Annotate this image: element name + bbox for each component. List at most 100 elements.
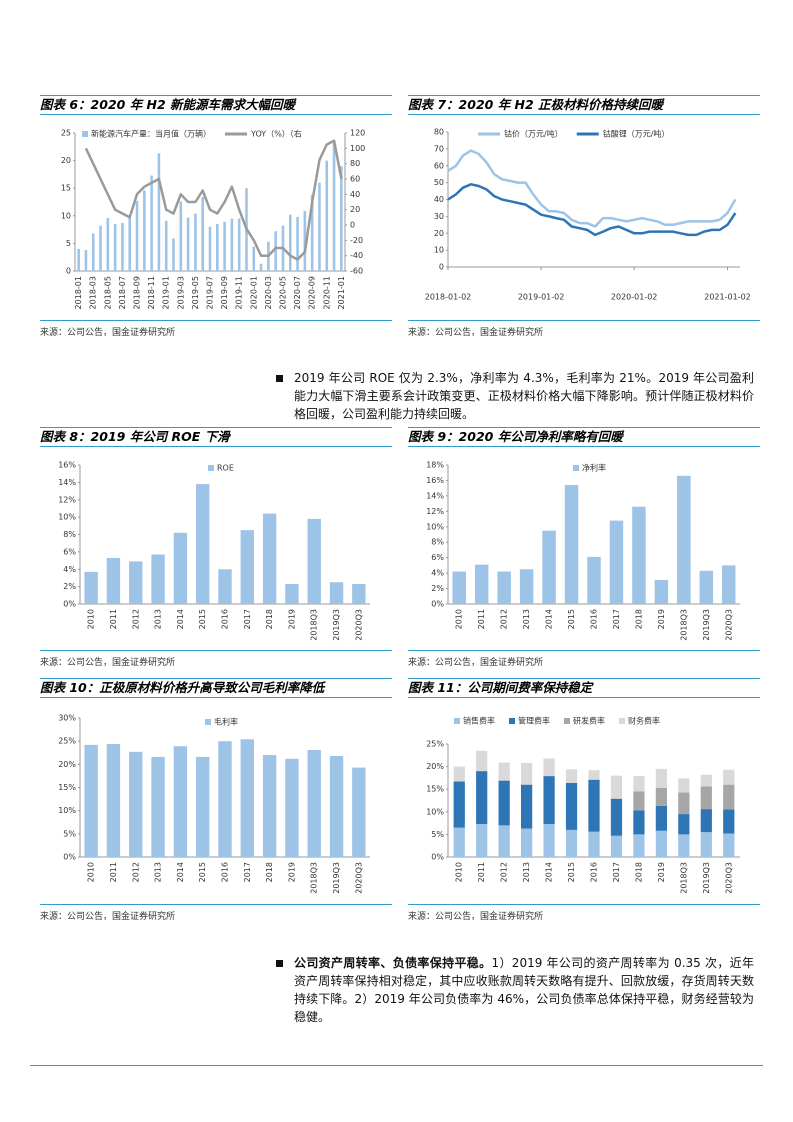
source-note: 来源：公司公告，国金证券研究所 (40, 904, 392, 922)
chart: 0 10 20 30 40 50 60 70 80 2018-01-02 2019-01-02 202… (425, 128, 751, 302)
bar (223, 221, 226, 271)
bar (151, 554, 165, 604)
x-tick-label: 2019 (287, 862, 296, 882)
bar-segment (655, 805, 667, 831)
y-tick-label: 0% (63, 853, 76, 862)
bar (106, 218, 110, 271)
x-tick-label: 2018-09 (133, 276, 142, 309)
bar (340, 166, 343, 271)
figure-title: 图表 10：正极原材料价格升高导致公司毛利率降低 (40, 678, 392, 698)
paragraph-text: 1）2019 年公司的资产周转率为 0.35 次，近年资产周转率保持相对稳定，其… (294, 956, 754, 1024)
legend-label: YOY（%）（右 (250, 129, 302, 139)
bar (135, 200, 139, 271)
bar (519, 569, 534, 604)
bar (84, 744, 98, 857)
bar (186, 217, 190, 271)
y-tick-label: 2% (431, 584, 444, 593)
legend-swatch (573, 465, 579, 471)
bar (218, 741, 232, 857)
legend-swatch (205, 719, 211, 725)
legend-label: 净利率 (582, 463, 606, 473)
legend-label: 销售费率 (463, 716, 495, 726)
bar (288, 214, 292, 271)
x-tick-label: 2012 (131, 862, 140, 882)
x-tick-label: 2020-11 (322, 276, 331, 309)
x-tick-label: 2018Q3 (679, 862, 688, 894)
y-tick-label: 25 (61, 129, 71, 138)
bar-segment (723, 833, 735, 857)
x-tick-label: 2014 (176, 609, 185, 629)
bar-segment (610, 835, 623, 857)
y-tick-label: 0 (439, 263, 444, 272)
x-tick-label: 2019-01 (162, 276, 171, 309)
bar (143, 190, 146, 271)
bar (285, 584, 299, 604)
source-note: 来源：公司公告，国金证券研究所 (408, 650, 760, 668)
legend-swatch (208, 465, 214, 471)
y-tick-label: 40 (434, 195, 444, 204)
line (447, 149, 737, 228)
x-tick-label: 2018-01-02 (425, 293, 472, 302)
bar (497, 571, 511, 604)
figure-title: 图表 9：2020 年公司净利率略有回暖 (408, 427, 760, 447)
bullet (276, 375, 283, 382)
x-tick-label: 2019-05 (191, 276, 200, 309)
chart: 0% 2% 4% 6% 8% 10% 12% 14% 16% 18% 2010 2011 2012 201… (426, 461, 740, 641)
chart: 0% 5% 10% 15% 20% 25% 2010 2011 2012 2013 2014 2015… (426, 716, 740, 894)
y-tick-label: 120 (350, 129, 365, 138)
bar-segment (678, 814, 690, 835)
bar (296, 216, 299, 271)
x-tick-label: 2010 (87, 609, 96, 629)
figure-title: 图表 7：2020 年 H2 正极材料价格持续回暖 (408, 95, 760, 115)
x-tick-label: 2019-03 (176, 276, 185, 309)
bar (106, 557, 121, 604)
x-tick-label: 2019-09 (220, 276, 229, 309)
legend-swatch (509, 718, 515, 724)
y-tick-label: 0% (63, 600, 76, 609)
bar-segment (700, 786, 712, 810)
x-tick-label: 2016 (221, 609, 230, 629)
x-tick-label: 2012 (131, 609, 140, 629)
bar (352, 767, 366, 857)
bar (196, 756, 210, 857)
x-tick-label: 2017 (612, 862, 621, 882)
source-note: 来源：公司公告，国金证券研究所 (40, 320, 392, 338)
bar (194, 213, 197, 271)
y-tick-label: 6% (431, 553, 444, 562)
x-tick-label: 2019-07 (206, 276, 215, 309)
paragraph: 公司资产周转率、负债率保持平稳。1）2019 年公司的资产周转率为 0.35 次… (294, 954, 754, 1026)
y-tick-label: 25% (58, 737, 76, 746)
x-tick-label: 2019Q3 (332, 609, 341, 641)
x-tick-label: 2019 (657, 609, 666, 629)
bar (654, 580, 669, 604)
y-tick-label: 20 (350, 205, 360, 214)
bar (179, 201, 183, 271)
bar (307, 518, 321, 604)
y-tick-label: 30% (58, 714, 76, 723)
source-note: 来源：公司公告，国金证券研究所 (408, 320, 760, 338)
x-tick-label: 2018Q3 (310, 609, 319, 641)
x-tick-label: 2014 (176, 862, 185, 882)
x-tick-label: 2019Q3 (702, 609, 711, 641)
legend-label: 毛利率 (214, 717, 238, 727)
bar (151, 756, 165, 857)
x-tick-label: 2018 (634, 609, 643, 629)
bar-segment (453, 827, 465, 857)
y-tick-label: 50 (434, 178, 444, 187)
bar-segment (633, 776, 645, 792)
legend-label: 新能源汽车产量：当月值（万辆） (91, 129, 211, 139)
x-tick-label: 2020-07 (293, 276, 302, 309)
bar (564, 485, 579, 604)
bar (542, 530, 556, 604)
bar-segment (700, 832, 712, 857)
x-tick-label: 2017 (612, 609, 621, 629)
y-tick-label: 70 (434, 144, 444, 153)
x-tick-label: 2013 (522, 862, 531, 882)
x-tick-label: 2013 (154, 609, 163, 629)
x-tick-label: 2010 (87, 862, 96, 882)
bar-segment (723, 784, 735, 810)
bar-segment (633, 810, 645, 835)
x-tick-label: 2020-03 (264, 276, 273, 309)
y-tick-label: 15% (58, 783, 76, 792)
x-tick-label: 2021-01 (337, 276, 346, 309)
